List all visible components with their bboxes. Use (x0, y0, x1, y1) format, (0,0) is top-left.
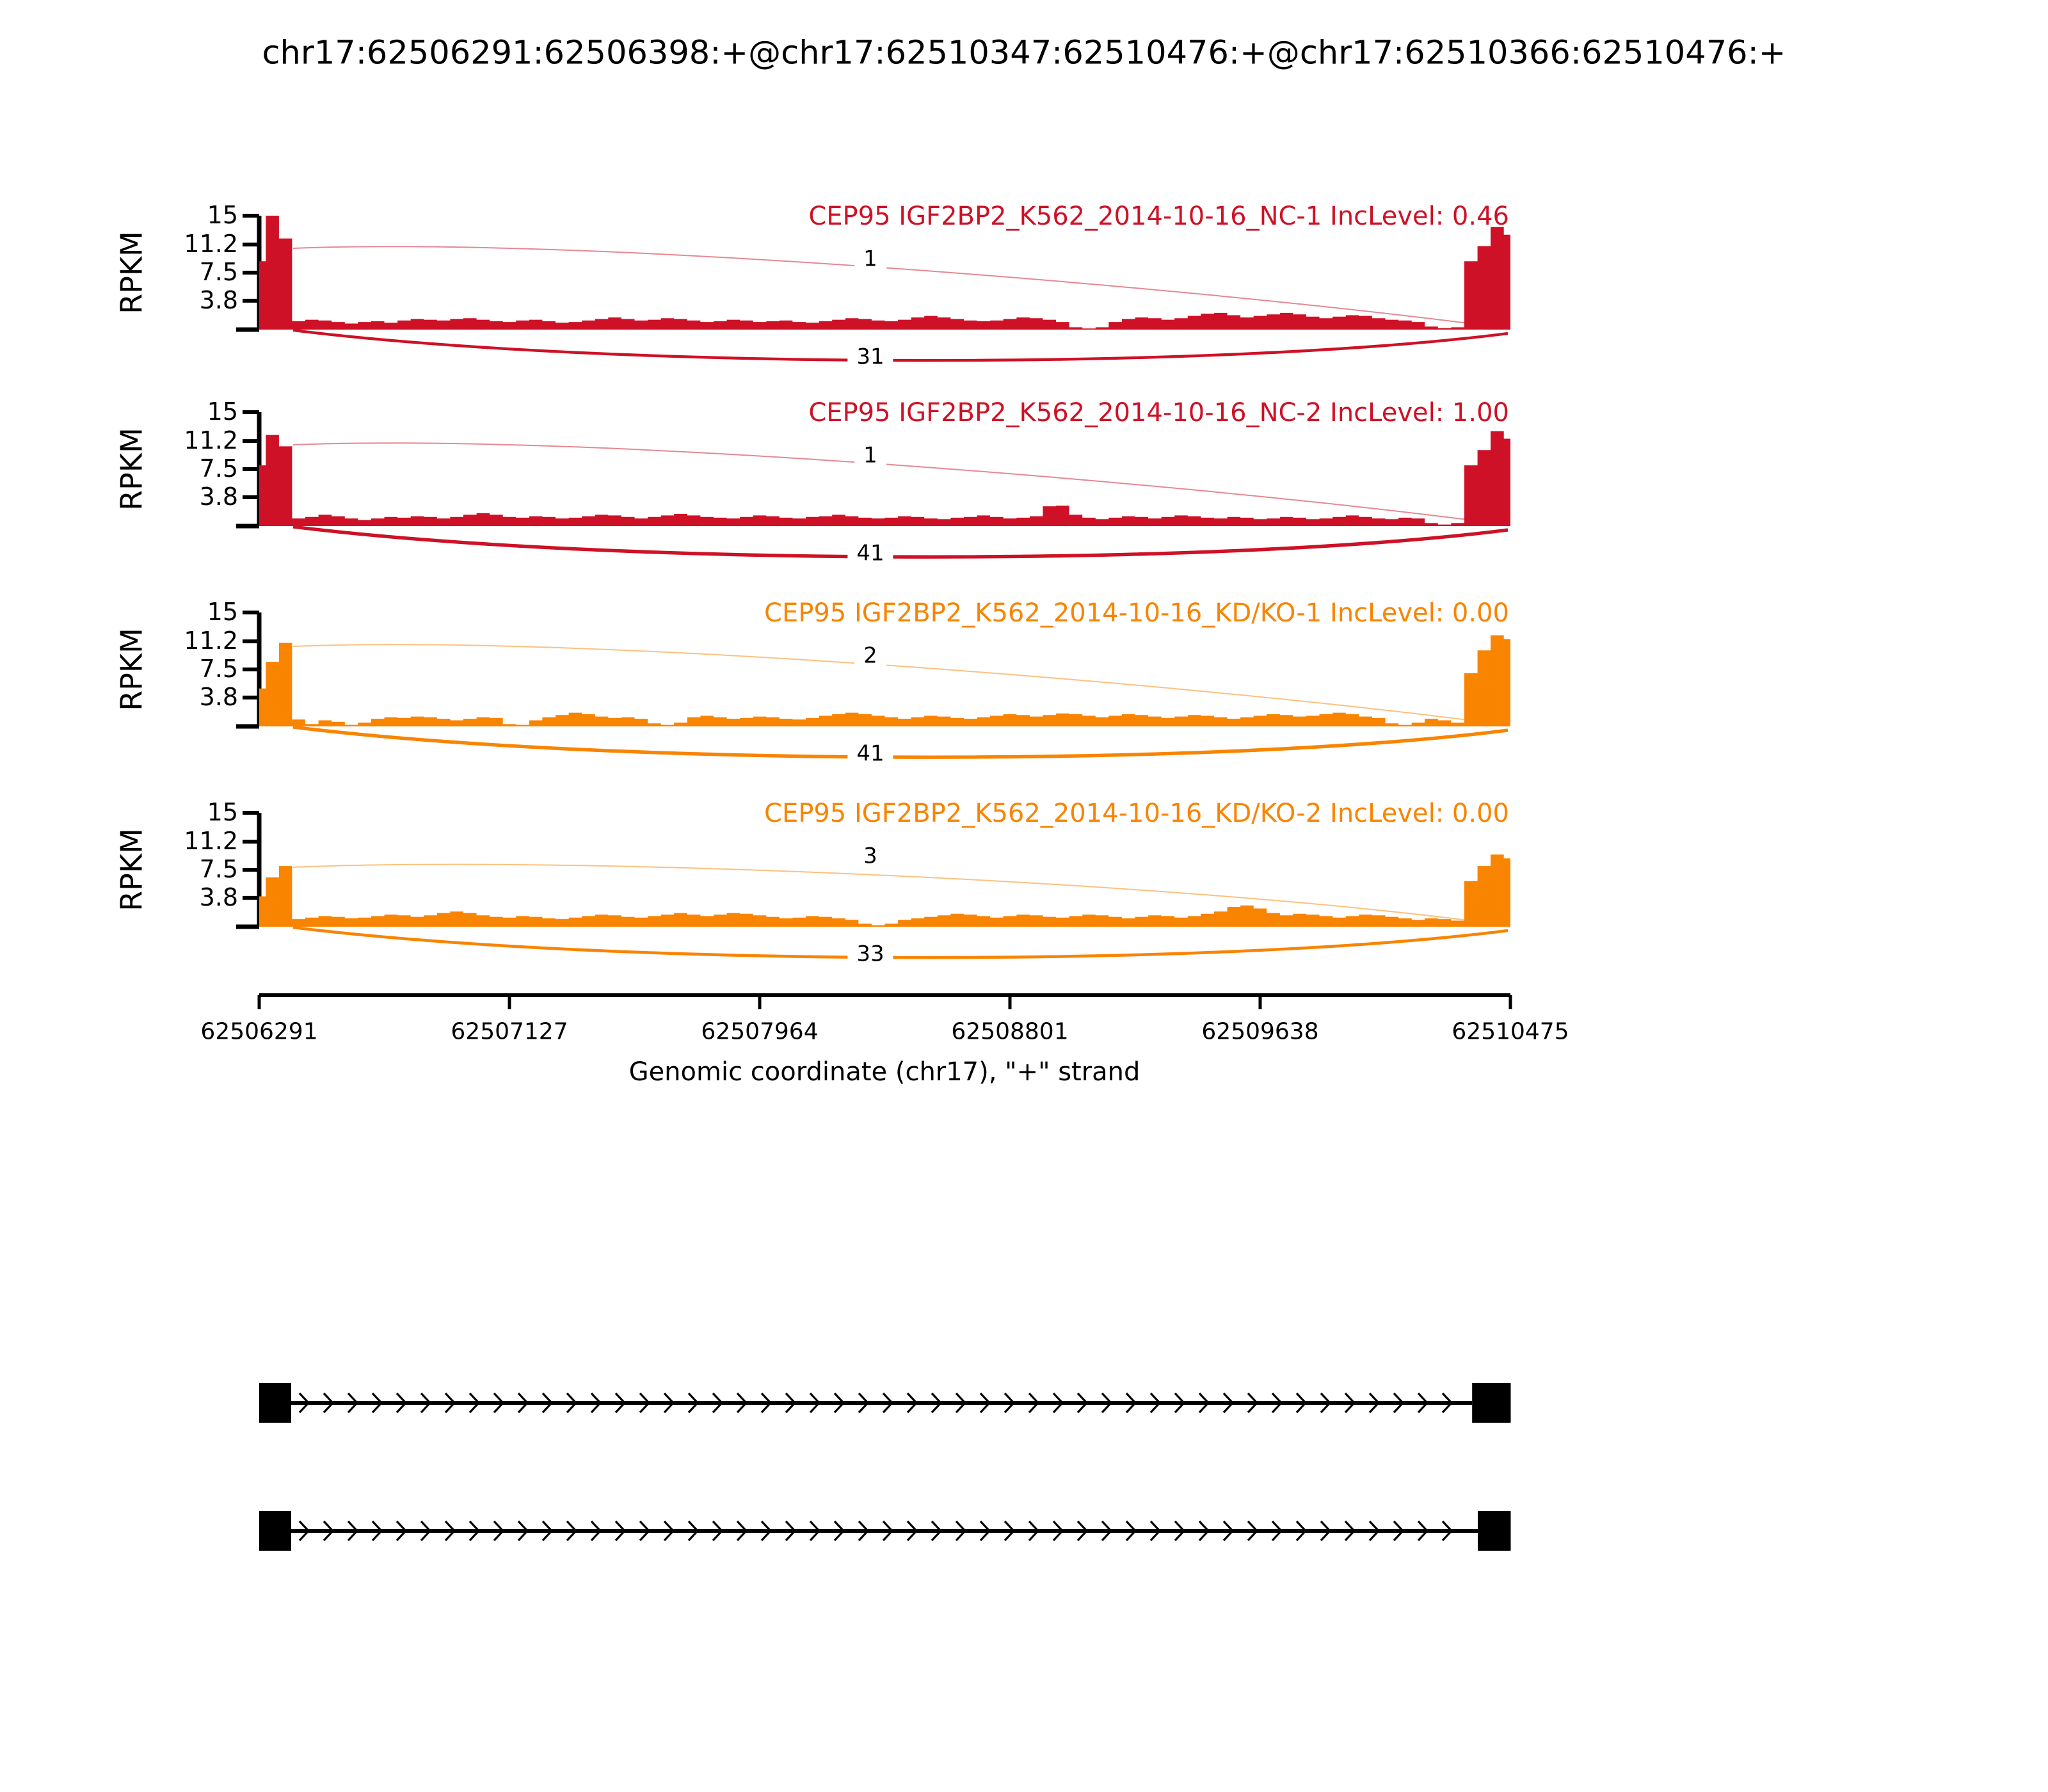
x-tick-label: 62509638 (1201, 1018, 1319, 1045)
y-tick-label: 15 (207, 798, 238, 827)
y-tick-label: 7.5 (199, 454, 238, 483)
y-tick-label: 15 (207, 598, 238, 627)
track-title: CEP95 IGF2BP2_K562_2014-10-16_NC-2 IncLe… (808, 398, 1509, 428)
y-tick-label: 3.8 (199, 483, 238, 511)
y-tick-label: 11.2 (184, 627, 238, 655)
junction-count-upper: 1 (854, 443, 886, 468)
y-tick-label: 7.5 (199, 855, 238, 884)
y-tick-label: 11.2 (184, 230, 238, 259)
y-tick-label: 7.5 (199, 258, 238, 287)
figure-title: chr17:62506291:62506398:+@chr17:62510347… (262, 34, 1786, 72)
x-tick-label: 62508801 (951, 1018, 1069, 1045)
y-tick-label: 11.2 (184, 827, 238, 856)
junction-count-lower: 31 (847, 344, 893, 370)
y-tick-label: 3.8 (199, 286, 238, 315)
track-title: CEP95 IGF2BP2_K562_2014-10-16_KD/KO-2 In… (764, 799, 1509, 828)
x-tick-label: 62510475 (1452, 1018, 1569, 1045)
y-tick-label: 7.5 (199, 655, 238, 684)
y-tick-label: 3.8 (199, 883, 238, 912)
x-axis-title: Genomic coordinate (chr17), "+" strand (628, 1057, 1140, 1087)
junction-count-lower: 41 (847, 741, 893, 767)
junction-count-lower: 41 (847, 541, 893, 566)
x-tick-label: 62506291 (200, 1018, 318, 1045)
x-tick-label: 62507127 (451, 1018, 568, 1045)
track-title: CEP95 IGF2BP2_K562_2014-10-16_NC-1 IncLe… (808, 202, 1509, 231)
junction-count-upper: 1 (854, 246, 886, 272)
junction-count-upper: 3 (854, 844, 886, 869)
junction-count-upper: 2 (854, 643, 886, 669)
y-tick-label: 3.8 (199, 683, 238, 712)
junction-count-lower: 33 (847, 941, 893, 967)
y-tick-label: 11.2 (184, 426, 238, 455)
track-title: CEP95 IGF2BP2_K562_2014-10-16_KD/KO-1 In… (764, 598, 1509, 628)
y-tick-label: 15 (207, 397, 238, 426)
x-tick-label: 62507964 (701, 1018, 819, 1045)
y-tick-label: 15 (207, 201, 238, 230)
